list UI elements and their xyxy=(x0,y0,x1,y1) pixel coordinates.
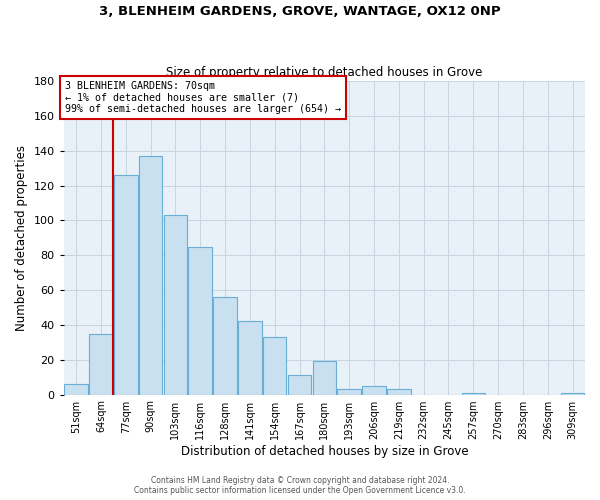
Bar xyxy=(288,376,311,394)
Bar xyxy=(114,175,137,394)
Bar xyxy=(461,393,485,394)
Bar xyxy=(213,297,237,394)
Bar xyxy=(64,384,88,394)
Bar xyxy=(387,390,410,394)
Title: Size of property relative to detached houses in Grove: Size of property relative to detached ho… xyxy=(166,66,482,78)
Bar xyxy=(139,156,163,394)
Y-axis label: Number of detached properties: Number of detached properties xyxy=(15,145,28,331)
Text: Contains HM Land Registry data © Crown copyright and database right 2024.
Contai: Contains HM Land Registry data © Crown c… xyxy=(134,476,466,495)
Bar xyxy=(164,215,187,394)
Text: 3 BLENHEIM GARDENS: 70sqm
← 1% of detached houses are smaller (7)
99% of semi-de: 3 BLENHEIM GARDENS: 70sqm ← 1% of detach… xyxy=(65,81,341,114)
Bar xyxy=(89,334,113,394)
Bar xyxy=(362,386,386,394)
Bar xyxy=(313,362,336,394)
Bar xyxy=(561,393,584,394)
Bar xyxy=(238,322,262,394)
Bar xyxy=(337,390,361,394)
Bar xyxy=(188,246,212,394)
Text: 3, BLENHEIM GARDENS, GROVE, WANTAGE, OX12 0NP: 3, BLENHEIM GARDENS, GROVE, WANTAGE, OX1… xyxy=(99,5,501,18)
Bar xyxy=(263,337,286,394)
X-axis label: Distribution of detached houses by size in Grove: Distribution of detached houses by size … xyxy=(181,444,468,458)
